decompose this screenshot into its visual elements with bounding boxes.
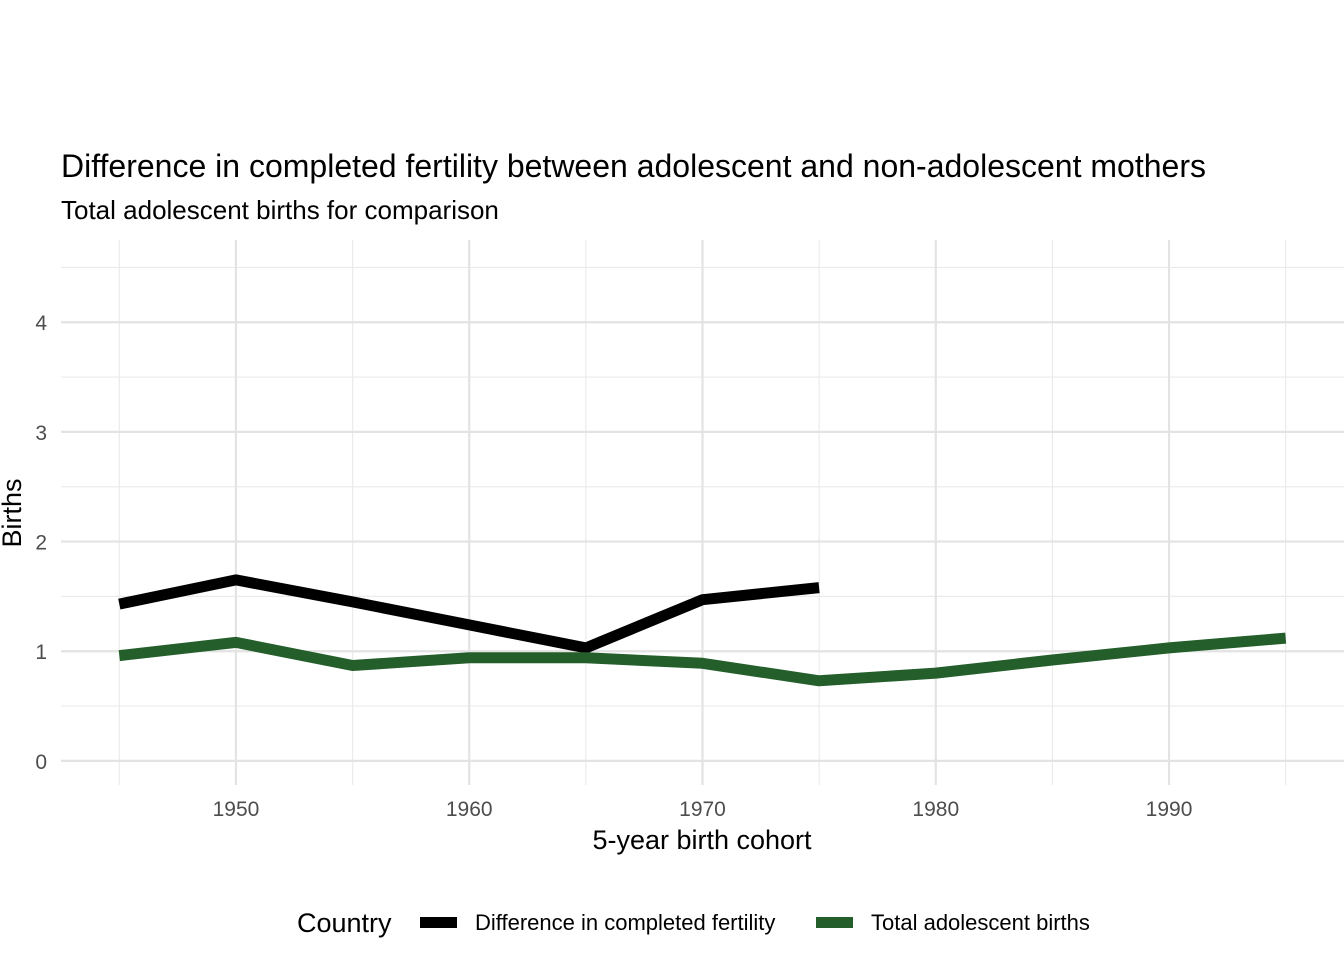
y-tick-label: 0 [35, 751, 47, 774]
y-tick-label: 4 [35, 312, 47, 335]
legend-title: Country [297, 908, 392, 938]
legend-item: Difference in completed fertility [420, 910, 775, 935]
y-tick-label: 3 [35, 422, 47, 445]
y-tick-label: 2 [35, 532, 47, 555]
x-tick-label: 1950 [213, 798, 260, 821]
chart-title: Difference in completed fertility betwee… [61, 148, 1206, 184]
legend: Country Difference in completed fertilit… [297, 908, 1090, 938]
x-tick-label: 1960 [446, 798, 493, 821]
y-tick-label: 1 [35, 641, 47, 664]
legend-key [420, 917, 457, 928]
legend-item: Total adolescent births [816, 910, 1090, 935]
x-tick-label: 1980 [912, 798, 959, 821]
x-tick-label: 1990 [1146, 798, 1193, 821]
y-axis-title: Births [0, 478, 27, 547]
x-axis-title: 5-year birth cohort [592, 825, 812, 855]
axes: 0 1 2 3 4 1950 1960 1970 1980 1990 [35, 312, 1192, 821]
x-tick-label: 1970 [679, 798, 726, 821]
legend-items: Difference in completed fertility Total a… [420, 910, 1090, 935]
chart-subtitle: Total adolescent births for comparison [61, 195, 499, 225]
grid [61, 240, 1344, 785]
legend-label: Total adolescent births [871, 910, 1090, 935]
legend-label: Difference in completed fertility [475, 910, 775, 935]
legend-key [816, 917, 853, 928]
